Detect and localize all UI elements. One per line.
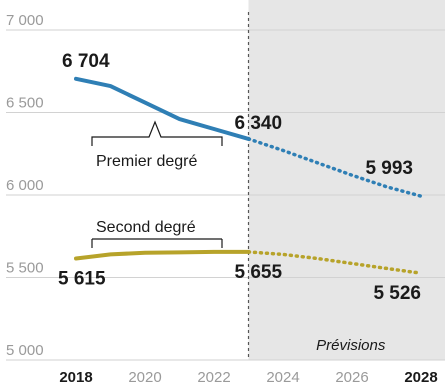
x-tick-label: 2026: [335, 369, 368, 386]
x-tick-label: 2022: [197, 369, 230, 386]
x-tick-label: 2028: [404, 369, 437, 386]
premier-callout-bracket: [91, 120, 223, 146]
y-tick-label: 5 000: [6, 342, 44, 359]
y-tick-label: 6 000: [6, 177, 44, 194]
series-label-second: Second degré: [96, 219, 196, 236]
y-tick-label: 7 000: [6, 12, 44, 29]
data-label: 5 615: [58, 269, 106, 290]
series-label-callouts: Premier degré Second degré: [91, 120, 223, 248]
forecast-region: [248, 0, 445, 360]
data-label: 5 993: [365, 158, 413, 179]
x-tick-label: 2020: [128, 369, 161, 386]
series-line-forecast: [246, 137, 423, 198]
x-axis-ticks: 2018 2020 2022 2024 2026 2028: [59, 369, 437, 386]
y-tick-label: 5 500: [6, 260, 44, 277]
y-axis-ticks: 7 000 6 500 6 000 5 500 5 000: [6, 12, 44, 359]
data-label: 6 340: [235, 113, 283, 134]
gridlines: [6, 29, 445, 361]
data-label: 6 704: [62, 51, 110, 72]
y-tick-label: 6 500: [6, 95, 44, 112]
series-line-historical: [74, 76, 251, 141]
series-label-premier: Premier degré: [96, 153, 197, 170]
x-tick-label: 2018: [59, 369, 92, 386]
data-labels: 6 704 6 340 5 993 5 615 5 655 5 526: [58, 51, 421, 304]
x-tick-label: 2024: [266, 369, 299, 386]
series-line-forecast: [246, 250, 423, 275]
data-label: 5 526: [373, 283, 421, 304]
forecast-label: Prévisions: [316, 337, 386, 354]
series-lines: [74, 76, 423, 275]
data-label: 5 655: [235, 262, 283, 283]
series-line-historical: [74, 249, 251, 261]
